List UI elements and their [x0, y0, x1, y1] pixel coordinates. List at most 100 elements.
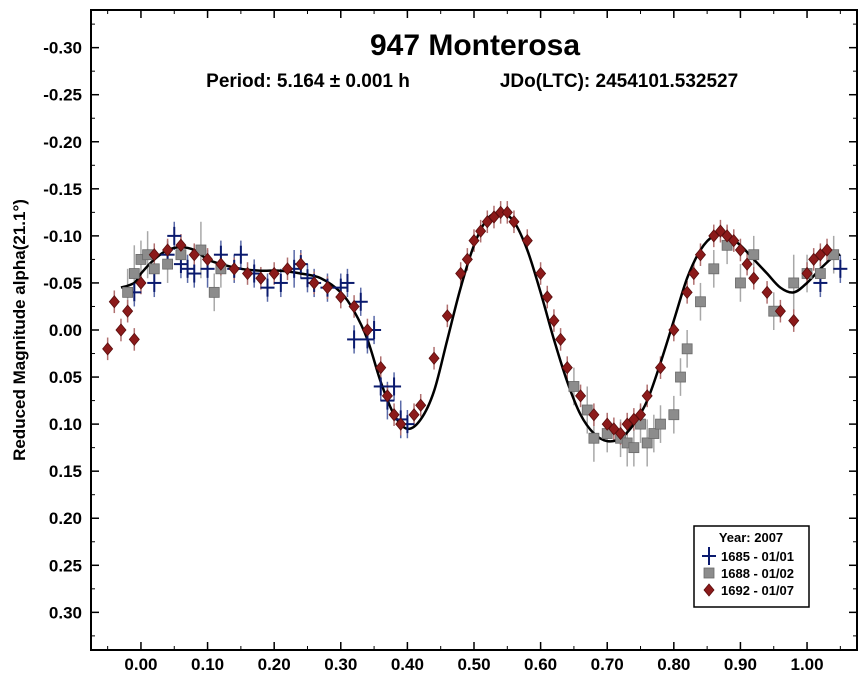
y-tick-label: -0.15: [43, 180, 82, 199]
point-diamond: [668, 323, 680, 337]
point-square: [708, 263, 720, 275]
x-tick-label: 1.00: [790, 655, 823, 674]
chart-title: 947 Monterosa: [370, 29, 580, 62]
point-diamond: [541, 290, 553, 304]
x-tick-label: 0.10: [191, 655, 224, 674]
point-diamond: [268, 266, 280, 281]
point-diamond: [388, 408, 400, 422]
point-diamond: [188, 248, 200, 262]
point-diamond: [122, 304, 134, 318]
point-plus: [233, 245, 248, 264]
point-diamond: [102, 342, 114, 356]
point-plus: [833, 259, 848, 278]
point-plus: [353, 292, 368, 311]
point-diamond: [501, 205, 513, 219]
legend-title: Year: 2007: [719, 530, 783, 545]
point-diamond: [481, 215, 493, 229]
point-diamond: [461, 252, 473, 267]
point-diamond: [321, 281, 333, 295]
point-diamond: [395, 417, 407, 431]
point-plus: [273, 273, 288, 292]
point-diamond: [808, 252, 820, 267]
point-diamond: [521, 233, 533, 248]
point-diamond: [361, 323, 373, 337]
point-diamond: [548, 313, 560, 328]
legend-entries: 1685 - 01/01 1688 - 01/02 1692 - 01/07: [702, 547, 794, 598]
y-tick-label: -0.25: [43, 86, 82, 105]
y-tick-label: -0.20: [43, 133, 82, 152]
point-diamond: [508, 215, 520, 229]
point-diamond: [441, 309, 453, 323]
legend-label: 1692 - 01/07: [721, 583, 794, 598]
point-diamond: [681, 285, 693, 299]
point-square: [148, 263, 160, 275]
point-diamond: [281, 262, 294, 276]
point-diamond: [375, 361, 387, 375]
chart-subtitle-epoch: JDo(LTC): 2454101.532527: [500, 71, 738, 92]
point-diamond: [415, 398, 427, 412]
point-diamond: [741, 257, 753, 271]
point-diamond: [175, 238, 187, 252]
point-square: [588, 432, 600, 444]
point-plus: [347, 330, 362, 349]
point-diamond: [108, 295, 120, 309]
x-tick-label: 0.00: [124, 655, 157, 674]
point-square: [648, 428, 660, 439]
y-axis-label: Reduced Magnitude alpha(21.1°): [10, 199, 29, 461]
point-square: [162, 258, 174, 270]
point-square: [668, 409, 680, 421]
y-tick-label: 0.00: [49, 321, 82, 340]
point-diamond: [761, 285, 773, 299]
point-diamond: [621, 417, 633, 431]
point-diamond: [801, 266, 813, 281]
point-diamond: [774, 304, 786, 318]
point-diamond: [428, 351, 440, 365]
point-square: [568, 381, 580, 392]
y-tick-label: 0.30: [49, 603, 82, 622]
point-diamond: [381, 389, 393, 403]
point-square: [581, 404, 593, 416]
point-plus: [300, 269, 315, 288]
legend-label: 1688 - 01/02: [721, 566, 794, 581]
x-tick-label: 0.70: [591, 655, 624, 674]
y-tick-label: 0.20: [49, 509, 82, 528]
point-plus: [147, 273, 162, 292]
point-square: [655, 418, 666, 430]
point-plus: [340, 273, 355, 292]
y-tick-label: 0.10: [49, 415, 82, 434]
point-diamond: [608, 422, 620, 436]
legend-marker-diamond: [703, 583, 715, 597]
point-plus: [373, 377, 388, 396]
y-tick-label: 0.15: [49, 462, 82, 481]
point-square: [628, 442, 640, 454]
point-diamond: [721, 229, 733, 243]
point-diamond: [821, 243, 833, 257]
point-plus: [180, 259, 195, 278]
point-diamond: [215, 257, 227, 271]
point-plus: [387, 377, 402, 396]
point-diamond: [628, 412, 640, 427]
point-square: [695, 296, 706, 308]
point-diamond: [728, 233, 740, 248]
point-diamond: [654, 361, 667, 375]
point-plus: [260, 278, 275, 297]
point-diamond: [115, 323, 127, 337]
point-plus: [187, 264, 202, 283]
point-square: [195, 244, 207, 256]
point-diamond: [615, 426, 627, 441]
point-diamond: [588, 408, 600, 422]
y-tick-label: -0.05: [43, 274, 82, 293]
point-diamond: [228, 262, 240, 276]
data-points: [102, 205, 848, 454]
legend-marker-plus: [702, 547, 716, 565]
y-axis-ticks: -0.30 -0.25 -0.20 -0.15 -0.10 -0.05 0.00 0.05 0.…: [43, 23, 857, 637]
point-square: [788, 277, 800, 289]
point-square: [748, 249, 760, 261]
legend-label: 1685 - 01/01: [721, 549, 794, 564]
x-tick-label: 0.50: [457, 655, 490, 674]
point-square: [208, 286, 220, 298]
point-plus: [167, 226, 182, 245]
chart-subtitle-period: Period: 5.164 ± 0.001 h: [206, 71, 410, 92]
x-axis-ticks: 0.00 0.10 0.20 0.30 0.40 0.50 0.60 0.70 0.80 0.90…: [107, 10, 841, 674]
point-diamond: [688, 266, 700, 281]
